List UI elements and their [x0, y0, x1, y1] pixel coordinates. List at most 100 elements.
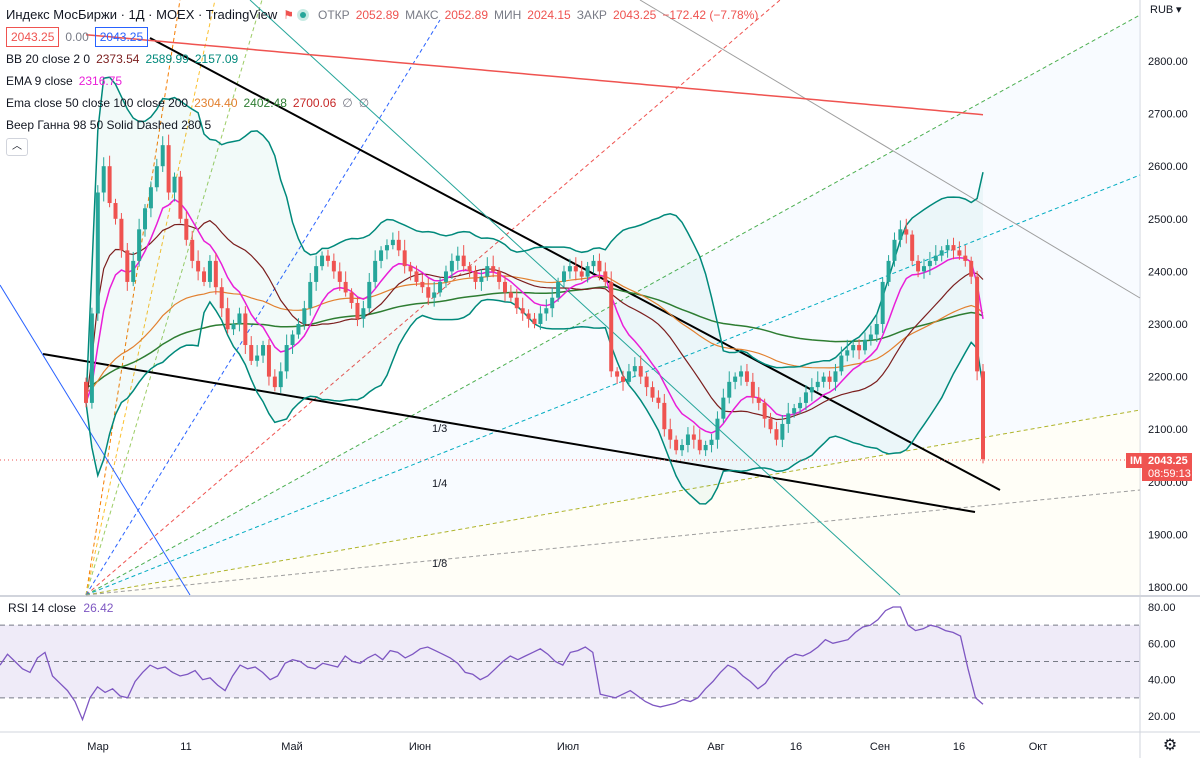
candle-body[interactable]: [231, 324, 236, 330]
candle-body[interactable]: [809, 387, 814, 393]
candle-body[interactable]: [408, 266, 413, 272]
trend-line-lower[interactable]: [42, 353, 976, 513]
candle-body[interactable]: [744, 371, 749, 382]
candle-body[interactable]: [697, 439, 702, 451]
candle-body[interactable]: [190, 239, 195, 261]
candle-body[interactable]: [526, 313, 531, 319]
candle-body[interactable]: [715, 418, 720, 440]
candle-body[interactable]: [951, 245, 956, 251]
candle-body[interactable]: [573, 266, 578, 272]
rsi-pane[interactable]: [0, 597, 1140, 731]
candle-body[interactable]: [337, 271, 342, 282]
candle-body[interactable]: [396, 239, 401, 251]
candle-body[interactable]: [443, 271, 448, 282]
candle-body[interactable]: [691, 434, 696, 440]
candle-body[interactable]: [508, 292, 513, 298]
candle-body[interactable]: [650, 387, 655, 398]
candle-body[interactable]: [644, 376, 649, 388]
indicator-row-ema[interactable]: Ema close 50 close 100 close 200 2304.40…: [6, 92, 758, 114]
candle-body[interactable]: [414, 271, 419, 282]
candle-body[interactable]: [839, 355, 844, 372]
candle-body[interactable]: [243, 313, 248, 346]
candle-body[interactable]: [296, 324, 301, 335]
candle-body[interactable]: [272, 376, 277, 388]
candle-body[interactable]: [750, 381, 755, 398]
candle-body[interactable]: [609, 281, 614, 372]
rsi-legend[interactable]: RSI 14 close 26.42: [8, 601, 113, 615]
candle-body[interactable]: [774, 429, 779, 440]
candle-body[interactable]: [585, 266, 590, 277]
candle-body[interactable]: [497, 271, 502, 282]
rsi-axis[interactable]: 80.00 60.00 40.00 20.00: [0, 602, 1176, 723]
candle-body[interactable]: [308, 281, 313, 309]
candle-body[interactable]: [184, 218, 189, 240]
candle-body[interactable]: [945, 245, 950, 251]
candle-body[interactable]: [355, 302, 360, 319]
candle-body[interactable]: [963, 255, 968, 261]
candle-body[interactable]: [538, 313, 543, 324]
candle-body[interactable]: [467, 266, 472, 272]
candle-body[interactable]: [89, 313, 94, 403]
gann-fan-line[interactable]: [85, 409, 1141, 596]
rsi-line[interactable]: [0, 606, 984, 722]
candle-body[interactable]: [101, 166, 106, 193]
flag-icon[interactable]: ⚑: [283, 8, 295, 22]
candle-body[interactable]: [910, 234, 915, 261]
time-axis[interactable]: Мар 11 Май Июн Июл Авг 16 Сен 16 Окт: [87, 741, 1047, 753]
candle-body[interactable]: [815, 381, 820, 388]
bid-price-box[interactable]: 2043.25: [6, 27, 60, 47]
candle-body[interactable]: [455, 255, 460, 261]
candle-body[interactable]: [166, 145, 171, 193]
indicator-lines[interactable]: [85, 33, 984, 505]
gann-fan-line[interactable]: [85, 489, 1141, 596]
indicator-row-gann[interactable]: Веер Ганна 98 50 Solid Dashed 280 5: [6, 114, 758, 136]
candle-body[interactable]: [384, 245, 389, 251]
channel-line-gray[interactable]: [639, 0, 1141, 299]
candle-body[interactable]: [786, 413, 791, 424]
candle-body[interactable]: [880, 281, 885, 324]
candle-body[interactable]: [756, 397, 761, 403]
candle-body[interactable]: [432, 292, 437, 298]
currency-chevron-icon[interactable]: ▾: [1176, 4, 1182, 16]
market-status-icon[interactable]: [300, 12, 307, 18]
candle-body[interactable]: [886, 260, 891, 282]
candle-body[interactable]: [261, 345, 266, 356]
candle-body[interactable]: [361, 308, 366, 319]
candle-body[interactable]: [862, 339, 867, 351]
candle-body[interactable]: [868, 334, 873, 340]
candle-body[interactable]: [379, 250, 384, 261]
candle-body[interactable]: [172, 176, 177, 193]
candle-body[interactable]: [827, 376, 832, 382]
candle-body[interactable]: [939, 250, 944, 256]
chevron-up-icon[interactable]: ︿: [6, 138, 28, 156]
candle-body[interactable]: [119, 218, 124, 251]
candle-body[interactable]: [325, 255, 330, 261]
candle-body[interactable]: [284, 345, 289, 372]
candle-body[interactable]: [514, 297, 519, 309]
candle-body[interactable]: [656, 397, 661, 403]
candle-body[interactable]: [768, 418, 773, 430]
candle-body[interactable]: [367, 281, 372, 309]
gear-icon[interactable]: ⚙: [1162, 737, 1178, 754]
candle-body[interactable]: [621, 376, 626, 382]
candle-body[interactable]: [550, 297, 555, 309]
candle-body[interactable]: [160, 145, 165, 167]
gann-fan-line[interactable]: [85, 19, 441, 596]
candle-body[interactable]: [833, 371, 838, 382]
price-axis[interactable]: RUB ▾ 1800.001900.002000.002100.002200.0…: [1148, 4, 1188, 594]
channel-line-teal[interactable]: [249, 0, 901, 596]
candle-body[interactable]: [668, 429, 673, 440]
candle-body[interactable]: [680, 444, 685, 451]
candle-body[interactable]: [792, 408, 797, 414]
candle-body[interactable]: [851, 345, 856, 351]
candle-body[interactable]: [892, 239, 897, 261]
candle-body[interactable]: [733, 376, 738, 382]
candle-body[interactable]: [491, 266, 496, 272]
candle-body[interactable]: [402, 250, 407, 267]
bollinger-basis-line[interactable]: [85, 219, 984, 421]
candle-body[interactable]: [473, 271, 478, 282]
candle-body[interactable]: [113, 203, 118, 219]
candle-body[interactable]: [703, 444, 708, 451]
currency-label[interactable]: RUB: [1150, 4, 1173, 16]
